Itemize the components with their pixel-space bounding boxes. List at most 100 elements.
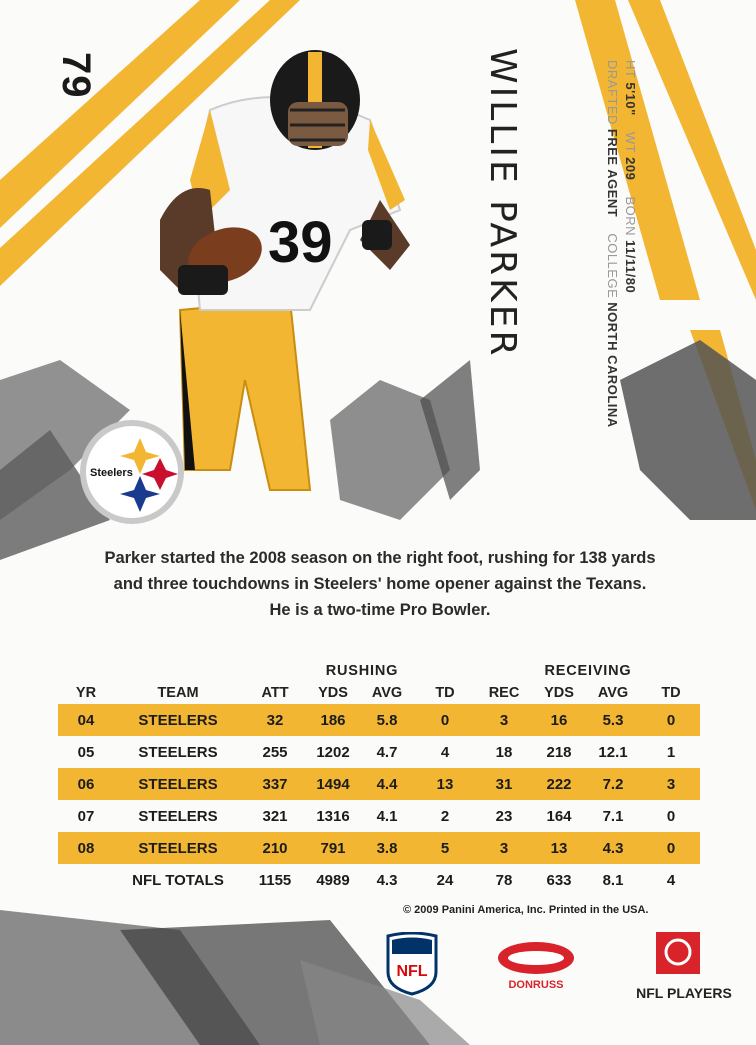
- stats-row: 04 STEELERS 32 186 5.8 0 3 16 5.3 0: [58, 704, 700, 736]
- header-rec-avg: AVG: [597, 685, 629, 701]
- cell-att: 32: [266, 711, 284, 729]
- cell-yr: 06: [77, 775, 95, 793]
- total-rush-avg: 4.3: [376, 871, 398, 889]
- total-team: NFL TOTALS: [132, 871, 224, 889]
- stats-row: 07 STEELERS 321 1316 4.1 2 23 164 7.1 0: [58, 800, 700, 832]
- cell-rush-td: 0: [440, 711, 450, 729]
- player-vitals-line2: DRAFTEDFREE AGENT COLLEGENORTH CAROLINA: [605, 60, 620, 428]
- cell-rush-avg: 5.8: [376, 711, 398, 729]
- cell-rec-yds: 13: [550, 839, 568, 857]
- player-photo: 39: [160, 50, 410, 491]
- cell-rec-yds: 218: [546, 743, 572, 761]
- cell-rush-td: 5: [440, 839, 450, 857]
- cell-rush-td: 13: [436, 775, 454, 793]
- stats-group-header: RUSHING RECEIVING: [58, 660, 700, 682]
- cell-rush-yds: 1202: [316, 743, 350, 761]
- cell-rec-avg: 5.3: [602, 711, 624, 729]
- player-vitals-line1: HT5'10" WT209 BORN11/11/80: [623, 60, 638, 294]
- donruss-logo-text: DONRUSS: [508, 979, 563, 991]
- header-rush-yds: YDS: [318, 685, 348, 701]
- cell-rush-avg: 4.4: [376, 775, 398, 793]
- cell-yr: 08: [77, 839, 95, 857]
- cell-rec-yds: 16: [550, 711, 568, 729]
- cell-rec-avg: 7.2: [602, 775, 624, 793]
- cell-att: 255: [262, 743, 288, 761]
- cell-team: STEELERS: [138, 775, 218, 793]
- cell-rush-avg: 3.8: [376, 839, 398, 857]
- cell-rec-td: 0: [666, 807, 676, 825]
- nfl-players-logo-icon: NFL PLAYERS: [636, 932, 732, 1001]
- header-rec-td: TD: [661, 685, 681, 701]
- player-bio: Parker started the 2008 season on the ri…: [70, 545, 690, 623]
- cell-att: 337: [262, 775, 288, 793]
- cell-rec-yds: 222: [546, 775, 572, 793]
- stats-table: RUSHING RECEIVING YR TEAM ATT YDS AVG TD REC YD…: [58, 660, 700, 896]
- total-rec-yds: 633: [546, 871, 572, 889]
- cell-rec-td: 0: [666, 839, 676, 857]
- cell-rush-yds: 791: [320, 839, 346, 857]
- cell-rec-avg: 12.1: [598, 743, 628, 761]
- cell-team: STEELERS: [138, 807, 218, 825]
- cell-rec: 23: [495, 807, 513, 825]
- cell-team: STEELERS: [138, 743, 218, 761]
- copyright-text: © 2009 Panini America, Inc. Printed in t…: [403, 904, 649, 916]
- bio-line: He is a two-time Pro Bowler.: [269, 601, 491, 619]
- card-number: 79: [54, 52, 98, 99]
- header-rec-yds: YDS: [544, 685, 574, 701]
- cell-rec: 3: [499, 711, 509, 729]
- cell-rec: 3: [499, 839, 509, 857]
- cell-rush-td: 4: [440, 743, 450, 761]
- cell-rec-td: 3: [666, 775, 676, 793]
- group-receiving-label: RECEIVING: [544, 663, 632, 679]
- bio-line: Parker started the 2008 season on the ri…: [104, 549, 656, 567]
- cell-rec-yds: 164: [546, 807, 572, 825]
- total-att: 1155: [258, 871, 292, 889]
- cell-rec-td: 0: [666, 711, 676, 729]
- stats-row: 08 STEELERS 210 791 3.8 5 3 13 4.3 0: [58, 832, 700, 864]
- stats-body: 04 STEELERS 32 186 5.8 0 3 16 5.3 0 05 STEELERS 255 1…: [58, 704, 700, 896]
- cell-rec-avg: 4.3: [602, 839, 624, 857]
- cell-rec: 18: [495, 743, 513, 761]
- cell-rec-td: 1: [666, 743, 676, 761]
- total-rec-td: 4: [666, 871, 676, 889]
- cell-rush-yds: 1494: [316, 775, 350, 793]
- header-att: ATT: [261, 685, 289, 701]
- donruss-logo-icon: DONRUSS: [498, 942, 574, 991]
- cell-team: STEELERS: [138, 839, 218, 857]
- header-team: TEAM: [157, 685, 199, 701]
- player-name: WILLIE PARKER: [482, 48, 523, 359]
- cell-rush-yds: 1316: [316, 807, 350, 825]
- cell-rec: 31: [495, 775, 513, 793]
- bio-line: and three touchdowns in Steelers' home o…: [113, 575, 647, 593]
- nfl-shield-icon: NFL: [386, 932, 438, 996]
- cell-rush-td: 2: [440, 807, 450, 825]
- group-rushing-label: RUSHING: [325, 663, 399, 679]
- nfl-players-logo-text: NFL PLAYERS: [636, 985, 732, 1001]
- header-yr: YR: [75, 685, 97, 701]
- total-rec: 78: [495, 871, 513, 889]
- header-rush-td: TD: [435, 685, 455, 701]
- cell-rush-yds: 186: [320, 711, 346, 729]
- total-yr: [58, 864, 114, 896]
- steelers-logo-icon: Steelers: [80, 420, 184, 524]
- jersey-number: 39: [268, 210, 333, 275]
- total-rush-td: 24: [436, 871, 454, 889]
- total-rush-yds: 4989: [316, 871, 350, 889]
- cell-rush-avg: 4.7: [376, 743, 398, 761]
- steelers-logo-text: Steelers: [90, 467, 133, 479]
- cell-att: 321: [262, 807, 288, 825]
- cell-yr: 07: [77, 807, 95, 825]
- cell-yr: 05: [77, 743, 95, 761]
- cell-rush-avg: 4.1: [376, 807, 398, 825]
- cell-team: STEELERS: [138, 711, 218, 729]
- stats-row: 05 STEELERS 255 1202 4.7 4 18 218 12.1 1: [58, 736, 700, 768]
- cell-rec-avg: 7.1: [602, 807, 624, 825]
- header-rush-avg: AVG: [371, 685, 403, 701]
- cell-yr: 04: [77, 711, 95, 729]
- nfl-logo-text: NFL: [396, 963, 427, 980]
- header-rec: REC: [488, 685, 520, 701]
- stats-row: 06 STEELERS 337 1494 4.4 13 31 222 7.2 3: [58, 768, 700, 800]
- cell-att: 210: [262, 839, 288, 857]
